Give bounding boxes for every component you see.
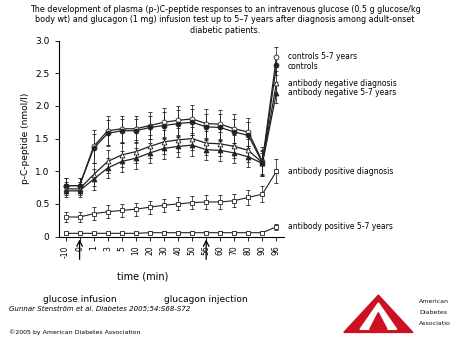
Text: antibody negative 5-7 years: antibody negative 5-7 years bbox=[288, 88, 396, 97]
Text: controls: controls bbox=[288, 62, 319, 71]
Text: antibody positive 5-7 years: antibody positive 5-7 years bbox=[288, 222, 393, 231]
Text: controls 5-7 years: controls 5-7 years bbox=[288, 52, 357, 61]
Polygon shape bbox=[344, 295, 413, 333]
Text: antibody positive diagnosis: antibody positive diagnosis bbox=[288, 167, 393, 176]
Text: ©2005 by American Diabetes Association: ©2005 by American Diabetes Association bbox=[9, 330, 140, 335]
Text: American: American bbox=[419, 299, 450, 304]
Text: time (min): time (min) bbox=[117, 272, 169, 282]
Text: glucagon injection: glucagon injection bbox=[164, 295, 248, 305]
Polygon shape bbox=[360, 303, 397, 329]
Text: antibody negative diagnosis: antibody negative diagnosis bbox=[288, 78, 397, 88]
Polygon shape bbox=[370, 313, 387, 329]
Text: The development of plasma (p-)C-peptide responses to an intravenous glucose (0.5: The development of plasma (p-)C-peptide … bbox=[30, 5, 420, 35]
Y-axis label: p-C-peptide (nmol/l): p-C-peptide (nmol/l) bbox=[21, 93, 30, 184]
Text: glucose infusion: glucose infusion bbox=[43, 295, 117, 305]
Text: Diabetes: Diabetes bbox=[419, 310, 447, 315]
Text: Association.: Association. bbox=[419, 321, 450, 326]
Text: Gunnar Stenström et al. Diabetes 2005;54:S68-S72: Gunnar Stenström et al. Diabetes 2005;54… bbox=[9, 306, 190, 312]
